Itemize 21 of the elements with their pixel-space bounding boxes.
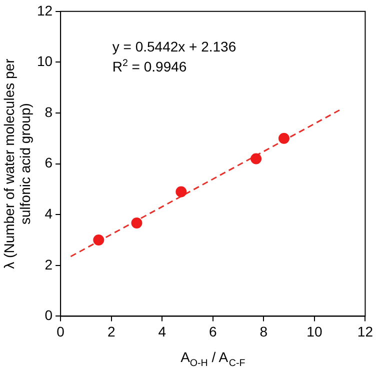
y-tick-label: 6 (44, 154, 53, 171)
y-tick-label: 12 (36, 2, 53, 18)
annotation: y = 0.5442x + 2.136 (112, 38, 236, 54)
x-tick-label: 8 (260, 323, 268, 340)
y-tick-label: 4 (44, 205, 53, 222)
y-axis-title: λ (Number of water molecules per sulfonic acid group) (1, 58, 33, 269)
point (176, 186, 187, 198)
x-tick-label: 4 (158, 323, 166, 340)
y-tick-label: 8 (44, 104, 53, 120)
x-tick-label: 12 (357, 323, 374, 340)
x-tick-label: 10 (306, 323, 322, 340)
point (250, 153, 262, 164)
point (93, 234, 104, 246)
y-tick-label: 10 (36, 53, 53, 70)
y-tick-label: 2 (44, 256, 53, 272)
y-tick-label: 0 (44, 307, 53, 324)
point (131, 217, 142, 228)
point (278, 132, 290, 144)
x-tick-label: 2 (107, 323, 116, 340)
x-tick-label: 6 (208, 323, 217, 340)
x-tick-label: 0 (56, 323, 65, 340)
